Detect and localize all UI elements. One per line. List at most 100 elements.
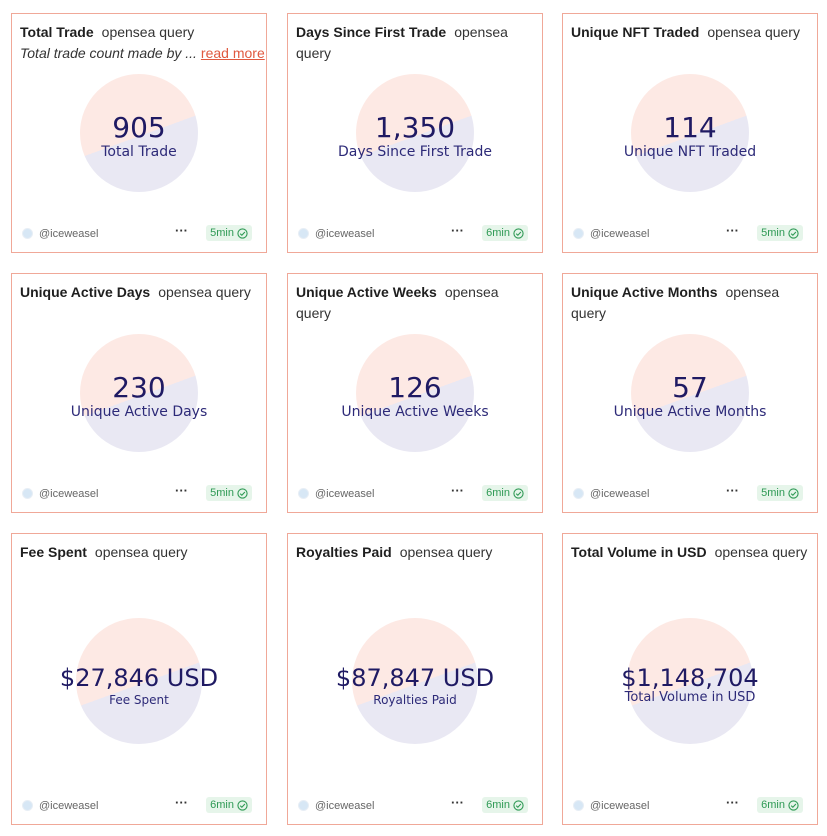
avatar[interactable] — [573, 800, 584, 811]
card-description: Total trade count made by ... read more — [20, 43, 265, 64]
card-footer: @iceweasel ··· 5min — [573, 223, 803, 242]
card-title[interactable]: Total Volume in USD — [571, 544, 707, 560]
card-source[interactable]: opensea query — [571, 284, 780, 321]
more-options-icon[interactable]: ··· — [451, 795, 464, 810]
avatar[interactable] — [573, 228, 584, 239]
author-link[interactable]: @iceweasel — [315, 800, 375, 812]
check-circle-icon — [513, 227, 524, 239]
card-source[interactable]: opensea query — [296, 284, 499, 321]
card-title[interactable]: Unique Active Weeks — [296, 284, 437, 300]
avatar[interactable] — [22, 800, 33, 811]
more-options-icon[interactable]: ··· — [726, 223, 739, 238]
card-source[interactable]: opensea query — [714, 544, 808, 560]
check-circle-icon — [237, 227, 248, 239]
counter-card-total-volume-usd: Total Volume in USD opensea query $1,148,… — [562, 533, 818, 825]
check-circle-icon — [788, 487, 799, 499]
counter-label: Total Volume in USD — [624, 690, 756, 705]
card-description-text: Total trade count made by ... — [20, 45, 197, 61]
card-footer: @iceweasel ··· 6min — [573, 795, 803, 814]
card-source[interactable]: opensea query — [707, 24, 800, 40]
counter-value: 114 — [663, 111, 717, 144]
avatar[interactable] — [573, 488, 584, 499]
author-link[interactable]: @iceweasel — [590, 800, 650, 812]
counter-circle — [627, 618, 753, 744]
refresh-badge[interactable]: 5min — [206, 225, 252, 241]
refresh-time: 5min — [761, 227, 785, 239]
check-circle-icon — [513, 487, 524, 499]
refresh-time: 6min — [486, 799, 510, 811]
counter-label: Unique Active Weeks — [341, 404, 489, 420]
counter-value: 905 — [112, 111, 166, 144]
counter-label: Total Trade — [101, 144, 177, 160]
card-source[interactable]: opensea query — [158, 284, 251, 300]
refresh-badge[interactable]: 5min — [206, 485, 252, 501]
counter-label: Days Since First Trade — [337, 144, 493, 160]
counter-circle — [631, 334, 749, 452]
avatar[interactable] — [298, 800, 309, 811]
counter-circle — [356, 334, 474, 452]
avatar[interactable] — [22, 228, 33, 239]
counter-card-royalties-paid: Royalties Paid opensea query $87,847 USD … — [287, 533, 543, 825]
card-footer: @iceweasel ··· 5min — [22, 223, 252, 242]
avatar[interactable] — [22, 488, 33, 499]
card-header: Fee Spent opensea query — [20, 542, 258, 563]
counter-circle — [76, 618, 202, 744]
author-link[interactable]: @iceweasel — [39, 228, 99, 240]
refresh-badge[interactable]: 6min — [482, 797, 528, 813]
author-link[interactable]: @iceweasel — [590, 228, 650, 240]
more-options-icon[interactable]: ··· — [175, 223, 188, 238]
counter-circle — [80, 74, 198, 192]
counter-label: Unique Active Months — [613, 404, 767, 420]
refresh-badge[interactable]: 5min — [757, 485, 803, 501]
read-more-link[interactable]: read more — [200, 45, 265, 61]
avatar[interactable] — [298, 228, 309, 239]
check-circle-icon — [788, 227, 799, 239]
counter-value: 126 — [388, 371, 442, 404]
author-link[interactable]: @iceweasel — [39, 800, 99, 812]
card-footer: @iceweasel ··· 6min — [298, 223, 528, 242]
refresh-badge[interactable]: 6min — [482, 225, 528, 241]
card-source[interactable]: opensea query — [296, 24, 508, 61]
refresh-badge[interactable]: 6min — [482, 485, 528, 501]
card-title[interactable]: Royalties Paid — [296, 544, 392, 560]
refresh-time: 6min — [486, 227, 510, 239]
counter-label: Unique NFT Traded — [623, 144, 757, 160]
check-circle-icon — [237, 799, 248, 811]
card-title[interactable]: Unique NFT Traded — [571, 24, 700, 40]
card-header: Total Trade opensea query Total trade cou… — [20, 22, 265, 64]
counter-label: Royalties Paid — [373, 693, 457, 707]
more-options-icon[interactable]: ··· — [726, 483, 739, 498]
more-options-icon[interactable]: ··· — [726, 795, 739, 810]
author-link[interactable]: @iceweasel — [315, 228, 375, 240]
more-options-icon[interactable]: ··· — [175, 483, 188, 498]
counter-circle — [352, 618, 478, 744]
counter-value: $1,148,704 — [621, 664, 759, 692]
card-title[interactable]: Unique Active Months — [571, 284, 718, 300]
card-title[interactable]: Days Since First Trade — [296, 24, 447, 40]
more-options-icon[interactable]: ··· — [451, 483, 464, 498]
card-source[interactable]: opensea query — [399, 544, 493, 560]
counter-card-unique-active-days: Unique Active Days opensea query 230 Uniq… — [11, 273, 267, 513]
author-link[interactable]: @iceweasel — [39, 488, 99, 500]
more-options-icon[interactable]: ··· — [451, 223, 464, 238]
avatar[interactable] — [298, 488, 309, 499]
card-source[interactable]: opensea query — [94, 544, 188, 560]
card-source[interactable]: opensea query — [101, 24, 195, 40]
refresh-badge[interactable]: 5min — [757, 225, 803, 241]
counter-card-unique-active-weeks: Unique Active Weeks opensea query 126 Uni… — [287, 273, 543, 513]
card-header: Unique NFT Traded opensea query — [571, 22, 809, 43]
card-header: Unique Active Weeks opensea query — [296, 282, 534, 324]
card-title[interactable]: Fee Spent — [20, 544, 87, 560]
card-title[interactable]: Total Trade — [20, 24, 94, 40]
counter-card-unique-nft-traded: Unique NFT Traded opensea query 114 Uniqu… — [562, 13, 818, 253]
check-circle-icon — [513, 799, 524, 811]
card-title[interactable]: Unique Active Days — [20, 284, 151, 300]
counter-card-fee-spent: Fee Spent opensea query $27,846 USD Fee S… — [11, 533, 267, 825]
more-options-icon[interactable]: ··· — [175, 795, 188, 810]
author-link[interactable]: @iceweasel — [590, 488, 650, 500]
card-footer: @iceweasel ··· 6min — [298, 483, 528, 502]
refresh-badge[interactable]: 6min — [757, 797, 803, 813]
author-link[interactable]: @iceweasel — [315, 488, 375, 500]
counter-card-days-since-first-trade: Days Since First Trade opensea query 1,35… — [287, 13, 543, 253]
refresh-badge[interactable]: 6min — [206, 797, 252, 813]
